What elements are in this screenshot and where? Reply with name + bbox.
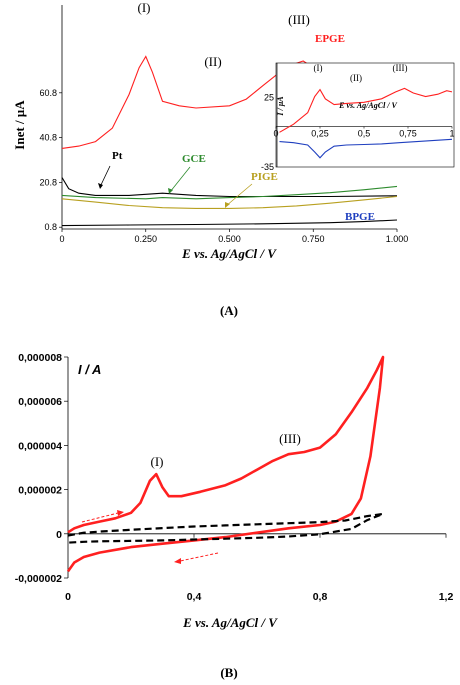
panel-b-peak-1-label: (I) <box>151 454 164 469</box>
inset-ylabel: I / µA <box>276 96 285 117</box>
panel-a-xlabel: E vs. Ag/AgCl / V <box>181 246 277 261</box>
inset-x-tick-label: 0,25 <box>311 129 329 139</box>
panel-a-x-tick-label: 0 <box>59 234 64 244</box>
panel-a-x-tick-label: 0.500 <box>218 234 241 244</box>
panel-b-y-tick-label: 0 <box>56 529 62 541</box>
panel-a-peak-2-label: (II) <box>204 54 221 69</box>
panel-b-forward-arrow <box>81 512 119 523</box>
panel-b-ticks: 0 0,4 0,8 1,2 0,000008 0,000006 0,000004 0,0000… <box>15 352 454 603</box>
panel-a-series-gce <box>61 185 398 200</box>
panel-b-y-tick-label: 0,000002 <box>18 485 62 497</box>
panel-b-y-tick-label: 0,000004 <box>18 440 62 452</box>
panel-a-pige-arrow <box>225 183 253 207</box>
inset-peak-3-label: (III) <box>393 63 408 73</box>
inset-x-tick-label: 0 <box>273 129 278 139</box>
panel-a-peak-3-label: (III) <box>288 12 310 27</box>
panel-a-label-bpge: BPGE <box>345 211 375 223</box>
panel-b-xlabel-text: E vs. Ag/AgCl / V <box>182 615 278 630</box>
inset-series-cathodic <box>279 138 453 159</box>
panel-b-x-tick-label: 0,4 <box>187 591 202 603</box>
panel-a-peak-1-label: (I) <box>138 0 151 15</box>
panel-a-inset: 0 0,25 0,5 0,75 1 25 -35 (I) (II) (III) E vs. … <box>261 62 455 172</box>
panel-b-peak-3-label: (III) <box>279 431 301 446</box>
inset-x-tick-label: 1 <box>449 129 454 139</box>
panel-b-forward-arrowhead <box>117 510 124 516</box>
panel-a-pt-arrow <box>99 165 111 188</box>
panel-a-x-tick-label: 0.250 <box>134 234 157 244</box>
inset-series-anodic <box>279 87 453 133</box>
inset-peak-2-label: (II) <box>350 73 362 83</box>
panel-a-series <box>61 55 398 227</box>
panel-b-ylabel: I / A <box>78 362 101 377</box>
panel-a-x-tick-label: 0.750 <box>302 234 325 244</box>
panel-b-y-tick-label: 0,000006 <box>18 396 62 408</box>
panel-a-chart: 0 0.250 0.500 0.750 1.000 0.8 20.8 40.8 60.8 (I)… <box>12 0 455 318</box>
panel-a-gce-arrow <box>169 166 191 193</box>
inset-y-tick-label: 25 <box>264 93 274 103</box>
inset-x-tick-label: 0,75 <box>399 129 417 139</box>
inset-xlabel: E vs. Ag/AgCl / V <box>338 101 397 110</box>
panel-b-series <box>66 355 385 573</box>
inset-ylabel-group: I / µA <box>276 96 285 117</box>
inset-y-tick-label: -35 <box>261 162 274 172</box>
panel-b-reverse-arrow <box>179 552 219 562</box>
panel-a-label-pt: Pt <box>112 150 123 162</box>
inset-ticks: 0 0,25 0,5 0,75 1 25 -35 <box>261 93 455 172</box>
panel-a-y-tick-label: 40.8 <box>39 133 57 143</box>
panel-b-axes <box>67 357 446 578</box>
inset-peak-1-label: (I) <box>314 63 323 73</box>
panel-b-series-blank <box>67 512 385 544</box>
panel-b-x-tick-label: 1,2 <box>439 591 454 603</box>
panel-b-x-tick-label: 0 <box>65 591 71 603</box>
panel-b-caption: (B) <box>220 665 237 680</box>
panel-a-gce-arrowhead <box>168 188 173 194</box>
panel-a-series-bpge <box>61 219 398 227</box>
panel-a-inset-frame <box>275 62 455 168</box>
panel-a-label-epge: EPGE <box>315 33 345 45</box>
panel-a-x-tick-label: 1.000 <box>386 234 409 244</box>
inset-x-tick-label: 0,5 <box>358 129 371 139</box>
panel-a-pige-arrowhead <box>225 202 230 208</box>
panel-a-caption: (A) <box>220 303 238 318</box>
panel-b-y-tick-label: 0,000008 <box>18 352 62 364</box>
panel-a-ylabel-group: Inet / µA <box>12 100 27 150</box>
panel-b-x-tick-label: 0,8 <box>313 591 328 603</box>
panel-a-ticks: 0 0.250 0.500 0.750 1.000 0.8 20.8 40.8 60.8 <box>39 88 408 244</box>
panel-a-y-tick-label: 60.8 <box>39 88 57 98</box>
panel-a-series-pt <box>61 177 398 198</box>
panel-a-ylabel: Inet / µA <box>12 100 27 150</box>
panel-b-chart: 0 0,4 0,8 1,2 0,000008 0,000006 0,000004 0,0000… <box>15 352 454 680</box>
panel-b-xlabel: E vs. Ag/AgCl / V <box>182 615 278 630</box>
panel-b-y-tick-label: -0,000002 <box>15 573 62 585</box>
panel-a-y-tick-label: 0.8 <box>44 222 57 232</box>
panel-a-label-pige: PIGE <box>251 171 278 183</box>
inset-series <box>279 87 453 159</box>
panel-a-series-pige <box>61 195 398 209</box>
panel-a-pt-arrowhead <box>98 183 103 189</box>
panel-b-reverse-arrowhead <box>174 558 181 564</box>
panel-a-label-gce: GCE <box>182 153 206 165</box>
panel-a-y-tick-label: 20.8 <box>39 177 57 187</box>
